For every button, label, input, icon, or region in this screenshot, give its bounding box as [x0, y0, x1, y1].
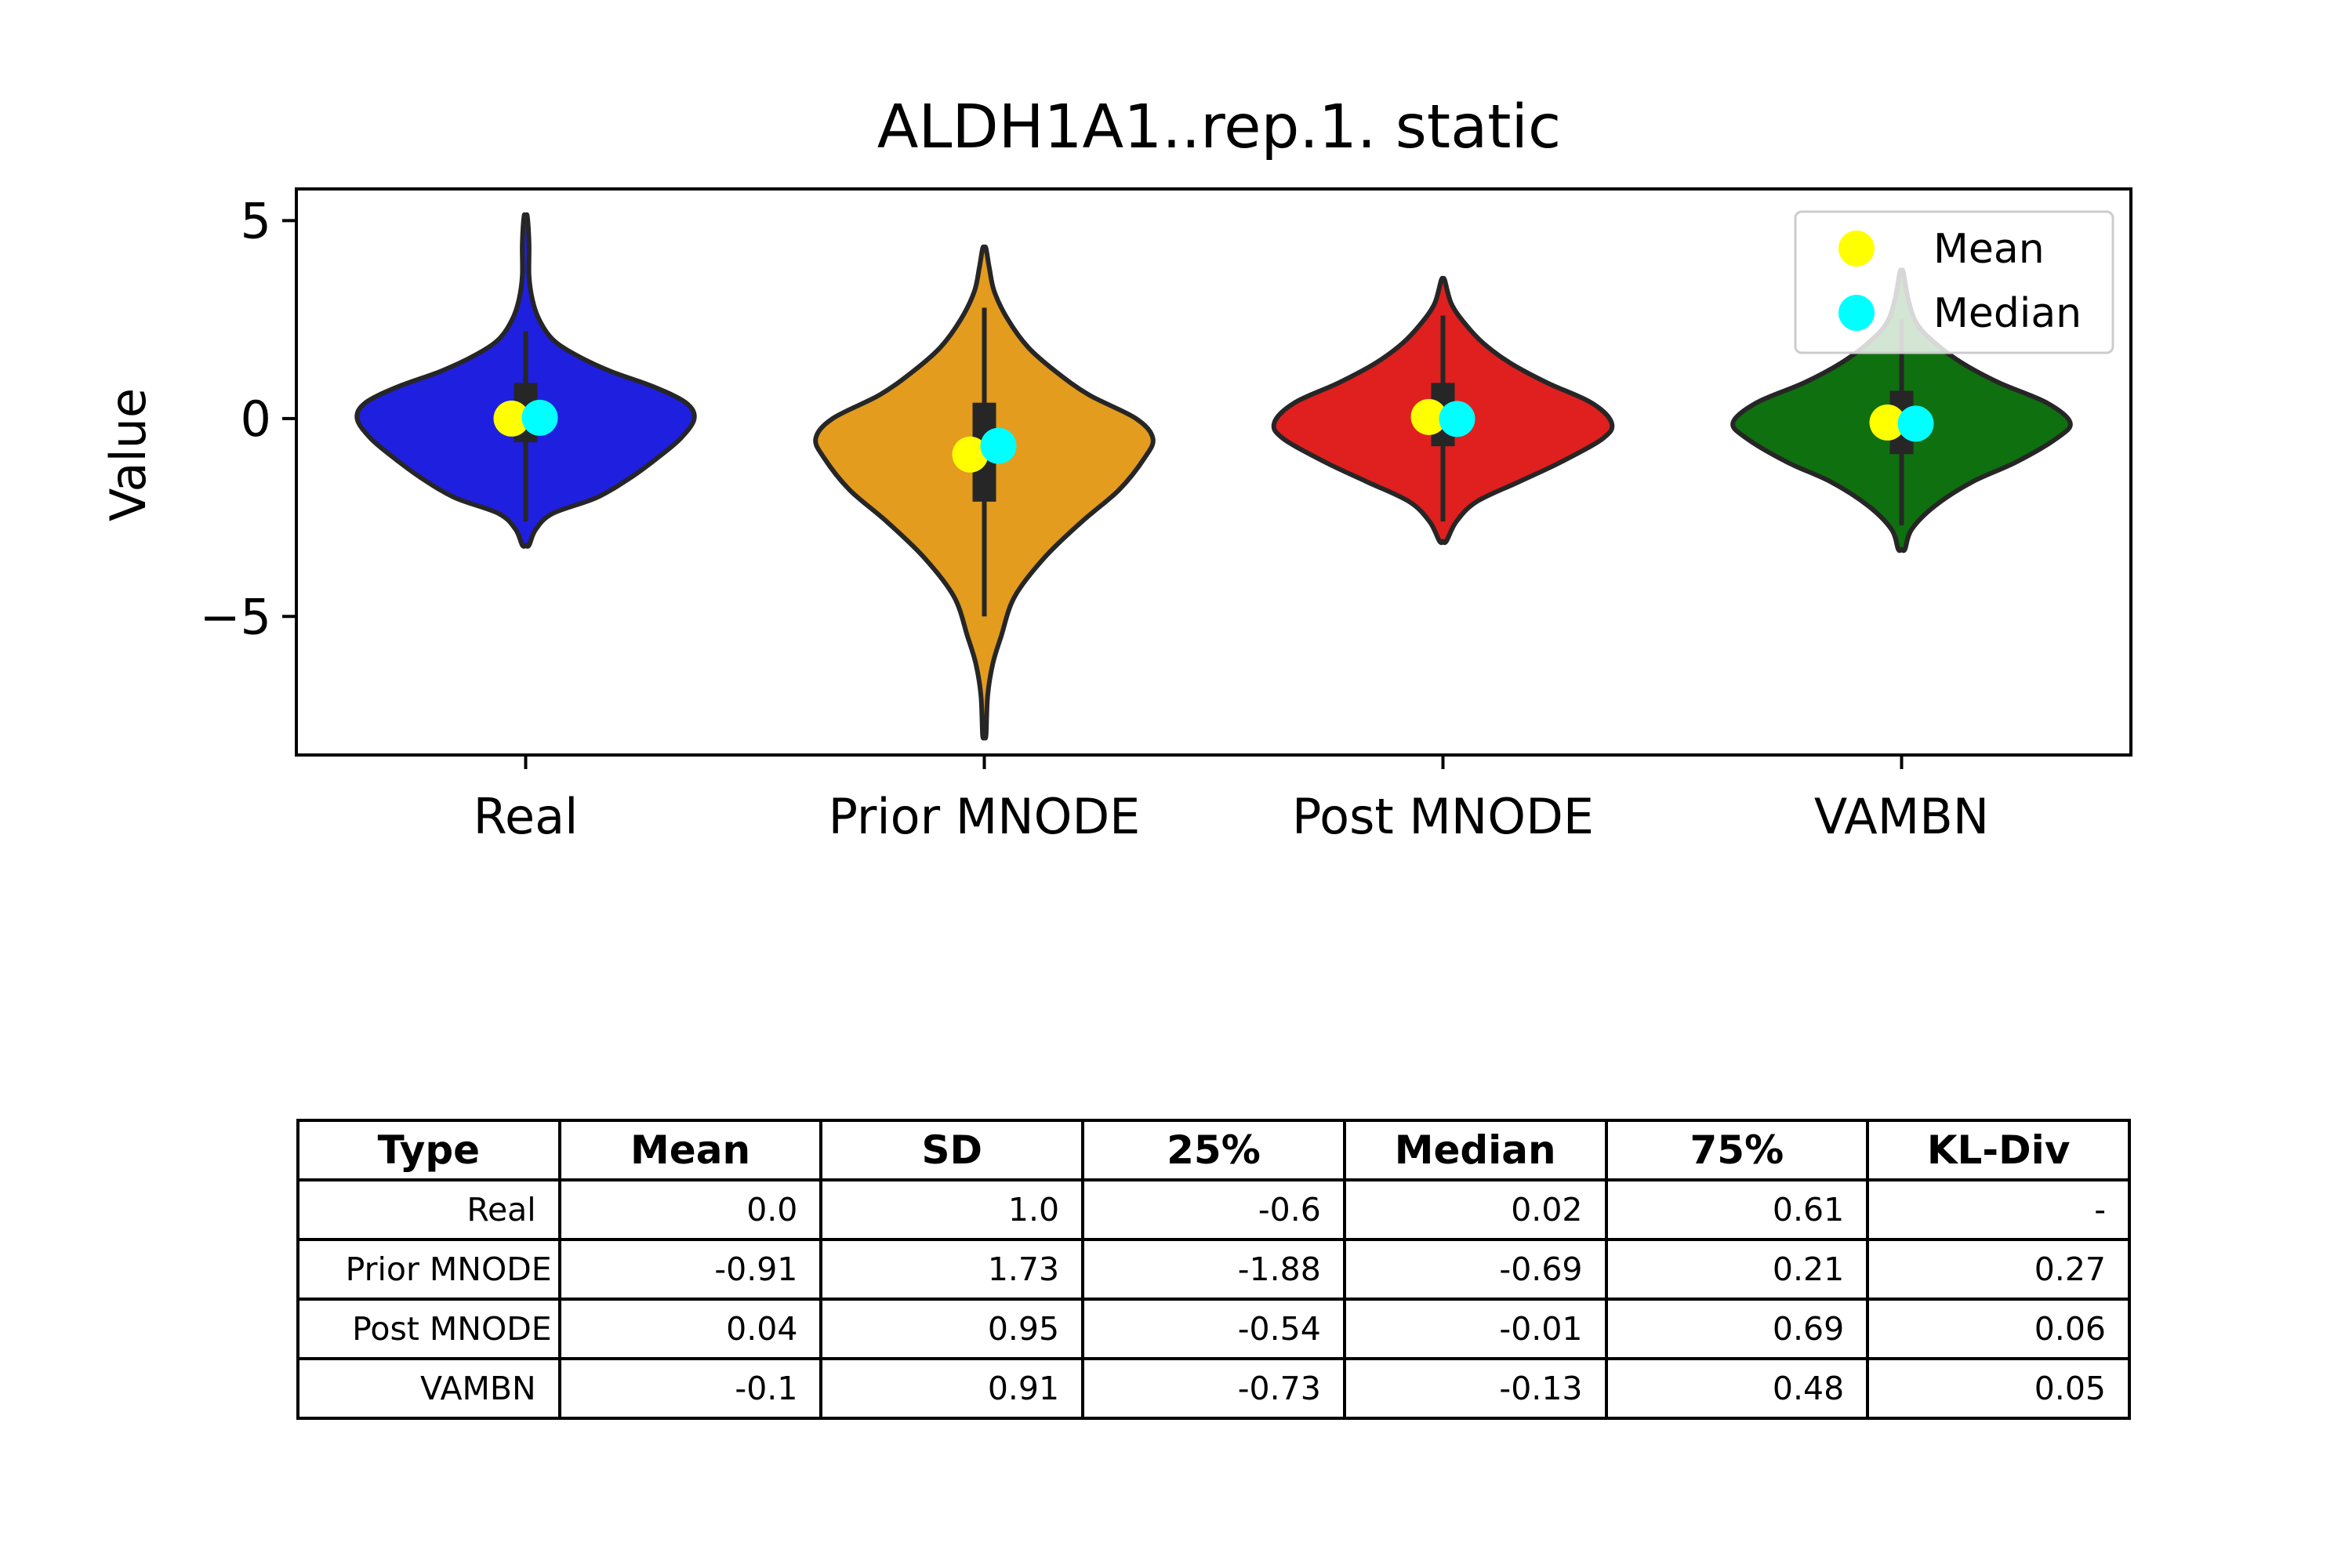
table-row: VAMBN -0.1 0.91 -0.73 -0.13 0.48 0.05	[296, 1357, 2131, 1420]
legend-marker-mean	[1838, 230, 1875, 267]
table-cell-median: -0.13	[1342, 1357, 1608, 1420]
table-cell-type: Real	[296, 1178, 561, 1241]
mean-marker-real	[493, 400, 530, 437]
x-tick-label-post-mnode: Post MNODE	[1292, 788, 1594, 845]
table-cell-sd: 1.0	[819, 1178, 1085, 1241]
table-row: Real 0.0 1.0 -0.6 0.02 0.61-	[296, 1178, 2131, 1241]
table-cell-median: 0.02	[1342, 1178, 1608, 1241]
table-cell-mean: -0.91	[557, 1238, 823, 1301]
table-cell-sd: 0.95	[819, 1298, 1085, 1360]
x-tick-label-prior-mnode: Prior MNODE	[829, 788, 1141, 845]
table-cell-kl-div: 0.06	[1866, 1298, 2131, 1360]
y-tick-label: −5	[200, 588, 271, 645]
table-cell-type: Post MNODE	[296, 1298, 561, 1360]
column-header-kl-div: KL-Div	[1866, 1119, 2131, 1181]
summary-table: Type Mean SD 25% Median 75% KL-Div Real 0.0 1.0-…	[296, 1119, 2131, 1420]
plot-frame	[295, 187, 2132, 757]
y-tick-label: 0	[241, 390, 271, 448]
table-cell-sd: 0.91	[819, 1357, 1085, 1420]
table-cell-mean: -0.1	[557, 1357, 823, 1420]
column-header-sd: SD	[819, 1119, 1085, 1181]
legend-label-median: Median	[1933, 290, 2082, 337]
table-row: Prior MNODE -0.91 1.73 -1.88 -0.69 0.21 0.27	[296, 1238, 2131, 1301]
column-header-75: 75%	[1604, 1119, 1870, 1181]
column-header-median: Median	[1342, 1119, 1608, 1181]
table-cell-75: 0.21	[1604, 1238, 1870, 1301]
table-cell-25: -0.73	[1081, 1357, 1346, 1420]
table-cell-sd: 1.73	[819, 1238, 1085, 1301]
table-cell-mean: 0.0	[557, 1178, 823, 1241]
y-axis-label: Value	[100, 388, 157, 521]
mean-marker-post-mnode	[1410, 398, 1447, 435]
table-cell-kl-div: -	[1866, 1178, 2131, 1241]
table-cell-kl-div: 0.05	[1866, 1357, 2131, 1420]
mean-marker-prior-mnode	[952, 436, 989, 473]
table-header-row: Type Mean SD 25% Median 75% KL-Div	[296, 1119, 2131, 1181]
table-cell-75: 0.69	[1604, 1298, 1870, 1360]
table-cell-median: -0.69	[1342, 1238, 1608, 1301]
table-cell-25: -0.54	[1081, 1298, 1346, 1360]
median-marker-real	[521, 399, 558, 436]
violins	[354, 212, 2073, 741]
x-tick-label-vambn: VAMBN	[1814, 788, 1989, 845]
table-row: Post MNODE 0.04 0.95 -0.54 -0.01 0.69 0.06	[296, 1298, 2131, 1360]
median-marker-prior-mnode	[980, 427, 1017, 464]
table-cell-75: 0.48	[1604, 1357, 1870, 1420]
table-cell-median: -0.01	[1342, 1298, 1608, 1360]
axis-ticks: Real Prior MNODE Post MNODE VAMBN 5 0 −5	[200, 192, 1990, 845]
table-cell-mean: 0.04	[557, 1298, 823, 1360]
column-header-25: 25%	[1081, 1119, 1346, 1181]
table-cell-75: 0.61	[1604, 1178, 1870, 1241]
median-marker-vambn	[1897, 405, 1934, 442]
table-cell-25: -0.6	[1081, 1178, 1346, 1241]
y-tick-label: 5	[241, 192, 271, 249]
mean-marker-vambn	[1869, 404, 1906, 441]
table-body: Real 0.0 1.0 -0.6 0.02 0.61- Prior MNODE -0.91 1…	[296, 1178, 2131, 1420]
table-cell-kl-div: 0.27	[1866, 1238, 2131, 1301]
table-cell-25: -1.88	[1081, 1238, 1346, 1301]
table-cell-type: Prior MNODE	[296, 1238, 561, 1301]
table-cell-type: VAMBN	[296, 1357, 561, 1420]
x-tick-label-real: Real	[474, 788, 579, 845]
legend: Mean Median	[1794, 210, 2114, 354]
column-header-mean: Mean	[557, 1119, 823, 1181]
legend-marker-median	[1838, 295, 1875, 331]
legend-box	[1794, 210, 2114, 354]
median-marker-post-mnode	[1439, 401, 1475, 437]
legend-label-mean: Mean	[1933, 226, 2045, 273]
column-header-type: Type	[296, 1119, 561, 1181]
chart-title: ALDH1A1..rep.1. static	[877, 93, 1561, 162]
